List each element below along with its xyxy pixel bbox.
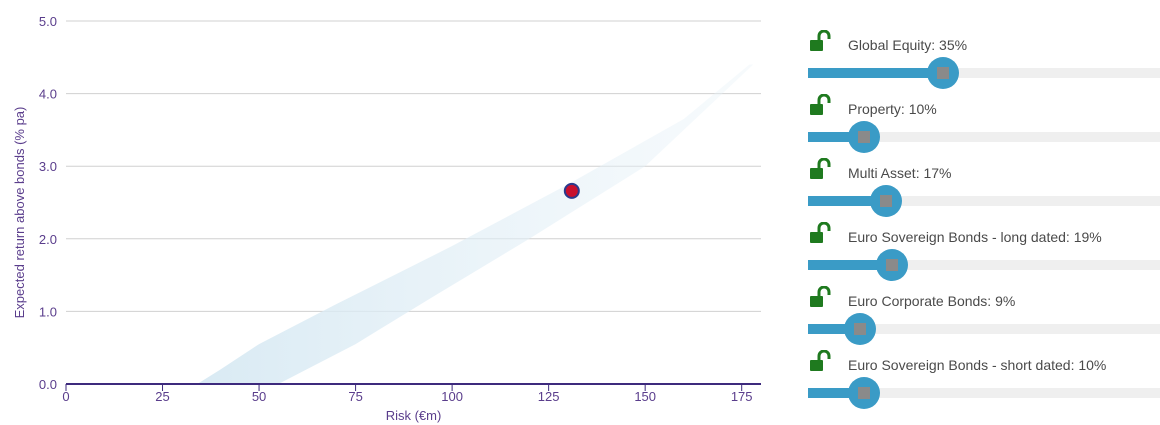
slider-row-euro-sovereign-long: Euro Sovereign Bonds - long dated: 19% <box>800 221 1160 286</box>
x-tick-label: 150 <box>634 389 656 404</box>
allocation-slider[interactable] <box>808 121 1160 153</box>
allocation-slider[interactable] <box>808 57 1160 89</box>
slider-label: Global Equity: 35% <box>848 37 968 53</box>
slider-thumb[interactable] <box>869 185 902 217</box>
slider-row-global-equity: Global Equity: 35% <box>800 29 1160 94</box>
efficient-frontier-area <box>197 64 754 384</box>
slider-row-euro-corporate: Euro Corporate Bonds: 9% <box>800 285 1160 350</box>
unlocked-padlock-icon[interactable] <box>809 157 831 180</box>
chart-gridlines <box>66 20 761 312</box>
allocation-slider[interactable] <box>808 313 1160 345</box>
allocation-slider[interactable] <box>808 185 1160 217</box>
unlocked-padlock-icon[interactable] <box>809 93 831 116</box>
slider-row-property: Property: 10% <box>800 93 1160 158</box>
unlocked-padlock-icon[interactable] <box>809 221 831 244</box>
allocation-slider[interactable] <box>808 249 1160 281</box>
y-tick-label: 3.0 <box>39 159 57 174</box>
slider-label: Euro Corporate Bonds: 9% <box>848 293 1016 309</box>
slider-label: Multi Asset: 17% <box>848 165 952 181</box>
allocation-slider[interactable] <box>808 377 1160 409</box>
x-axis-ticks: 0 25 50 75 100 125 150 175 <box>62 384 753 404</box>
y-tick-label: 2.0 <box>39 232 57 247</box>
slider-row-multi-asset: Multi Asset: 17% <box>800 157 1160 222</box>
y-tick-label: 1.0 <box>39 304 57 319</box>
x-tick-label: 25 <box>155 389 169 404</box>
slider-label: Property: 10% <box>848 101 937 117</box>
unlocked-padlock-icon[interactable] <box>809 349 831 372</box>
y-axis-label: Expected return above bonds (% pa) <box>12 107 27 319</box>
slider-label: Euro Sovereign Bonds - short dated: 10% <box>848 357 1107 373</box>
slider-thumb[interactable] <box>876 249 909 281</box>
x-tick-label: 50 <box>252 389 266 404</box>
y-tick-label: 5.0 <box>39 14 57 29</box>
allocation-panel: Global Equity: 35% Property: 10% Multi A… <box>800 0 1160 425</box>
risk-return-chart: 0.0 1.0 2.0 3.0 4.0 5.0 0 25 50 75 100 125 150 175 R… <box>12 14 761 423</box>
slider-thumb[interactable] <box>926 57 959 89</box>
slider-label: Euro Sovereign Bonds - long dated: 19% <box>848 229 1102 245</box>
y-axis-ticks: 0.0 1.0 2.0 3.0 4.0 5.0 <box>39 14 57 392</box>
unlocked-padlock-icon[interactable] <box>809 29 831 52</box>
x-axis-label: Risk (€m) <box>386 408 442 423</box>
y-tick-label: 4.0 <box>39 87 57 102</box>
slider-thumb[interactable] <box>844 313 877 345</box>
x-tick-label: 125 <box>538 389 560 404</box>
slider-thumb[interactable] <box>847 377 880 409</box>
x-tick-label: 175 <box>731 389 753 404</box>
x-tick-label: 100 <box>441 389 463 404</box>
y-tick-label: 0.0 <box>39 377 57 392</box>
unlocked-padlock-icon[interactable] <box>809 285 831 308</box>
x-tick-label: 0 <box>62 389 69 404</box>
slider-thumb[interactable] <box>847 121 880 153</box>
slider-row-euro-sovereign-short: Euro Sovereign Bonds - short dated: 10% <box>800 349 1160 414</box>
portfolio-point[interactable] <box>563 182 580 199</box>
x-tick-label: 75 <box>348 389 362 404</box>
